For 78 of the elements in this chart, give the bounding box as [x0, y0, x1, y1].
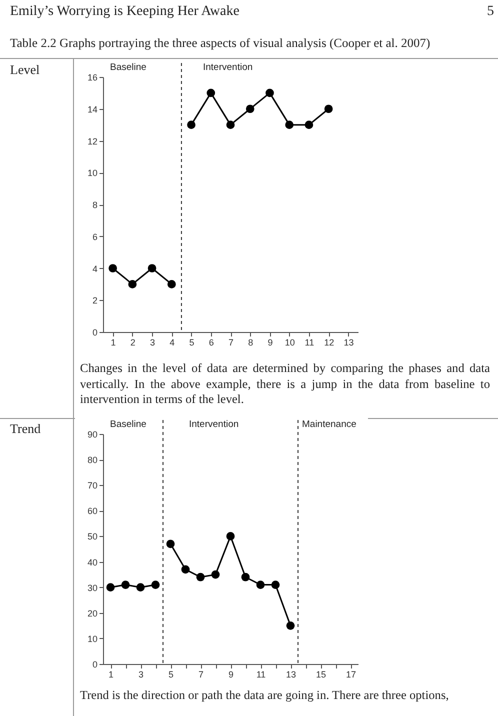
point	[271, 580, 280, 589]
x-tick-label: 13	[344, 338, 354, 348]
y-tick-label: 12	[87, 136, 98, 146]
text: Emily’s Worrying is Keeping Her Awake	[10, 4, 240, 20]
text: 5	[487, 4, 494, 20]
text: Baseline	[110, 62, 146, 73]
point	[226, 120, 235, 129]
y-tick-label: 90	[87, 430, 98, 440]
point	[324, 104, 333, 114]
y-tick-label: 0	[92, 660, 98, 670]
x-tick-label: 9	[228, 670, 234, 680]
y-tick-label: 0	[92, 328, 98, 338]
x-tick-label: 11	[304, 338, 314, 348]
x-tick-label: 9	[268, 338, 273, 348]
y-tick-label: 8	[92, 200, 98, 210]
x-tick-label: 5	[168, 670, 174, 680]
point	[167, 280, 176, 288]
x-tick-label: 1	[108, 670, 114, 680]
point	[136, 583, 145, 592]
x-tick-label: 11	[256, 670, 266, 680]
text: Level	[10, 62, 40, 78]
x-tick-label: 2	[130, 338, 136, 348]
chart-title: Table 2.2 Graphs portraying the three aspects of visual analysis (Cooper et al. 2007)	[10, 36, 430, 51]
point	[256, 580, 265, 589]
y-tick-label: 6	[92, 232, 98, 242]
text: Trend	[10, 421, 41, 437]
x-tick-label: 7	[228, 338, 234, 348]
point	[285, 120, 294, 129]
x-tick-label: 15	[316, 670, 326, 680]
y-tick-label: 10	[87, 634, 98, 644]
point	[108, 264, 117, 272]
point	[166, 540, 175, 548]
point	[206, 88, 216, 98]
point	[187, 120, 196, 129]
x-tick-label: 6	[208, 338, 214, 348]
x-tick-label: 10	[284, 338, 295, 348]
y-tick-label: 60	[87, 506, 98, 516]
y-tick-label: 70	[87, 480, 98, 491]
point	[181, 565, 190, 574]
point	[148, 264, 156, 272]
point	[121, 580, 130, 589]
y-tick-label: 40	[87, 557, 98, 568]
text: Maintenance	[302, 419, 356, 430]
y-tick-label: 4	[92, 264, 98, 274]
point	[286, 621, 295, 630]
point	[241, 572, 250, 582]
text: Changes in the level of data are determined by comparing the phases and data vertically. In the above example, there is a jump in the data from baseline to intervention in terms of the level.	[80, 361, 490, 408]
x-tick-label: 3	[150, 338, 156, 348]
y-tick-label: 14	[87, 104, 98, 114]
point	[151, 580, 160, 589]
y-tick-label: 30	[87, 582, 98, 593]
text: Baseline	[110, 419, 146, 430]
x-tick-label: 12	[324, 338, 334, 348]
x-tick-label: 1	[110, 338, 116, 348]
point	[106, 583, 115, 592]
x-tick-label: 4	[170, 338, 175, 348]
x-tick-label: 17	[346, 670, 356, 680]
text: Intervention	[189, 419, 239, 430]
point	[196, 572, 205, 582]
y-tick-label: 2	[92, 296, 98, 306]
x-tick-label: 5	[189, 338, 194, 348]
point	[128, 280, 137, 288]
x-tick-label: 3	[138, 670, 144, 680]
x-tick-label: 8	[248, 338, 254, 348]
y-tick-label: 50	[87, 532, 98, 542]
point	[226, 532, 235, 540]
x-tick-label: 7	[198, 670, 204, 680]
y-tick-label: 10	[87, 168, 98, 178]
point	[304, 120, 314, 129]
point	[211, 570, 220, 579]
x-tick-label: 13	[286, 670, 296, 680]
point	[246, 104, 254, 114]
y-tick-label: 16	[87, 72, 98, 82]
y-tick-label: 80	[87, 455, 98, 466]
text: Trend is the direction or path the data are going in. There are three options,	[80, 688, 450, 704]
y-tick-label: 20	[87, 608, 98, 618]
text: Intervention	[203, 62, 253, 73]
point	[266, 88, 274, 98]
